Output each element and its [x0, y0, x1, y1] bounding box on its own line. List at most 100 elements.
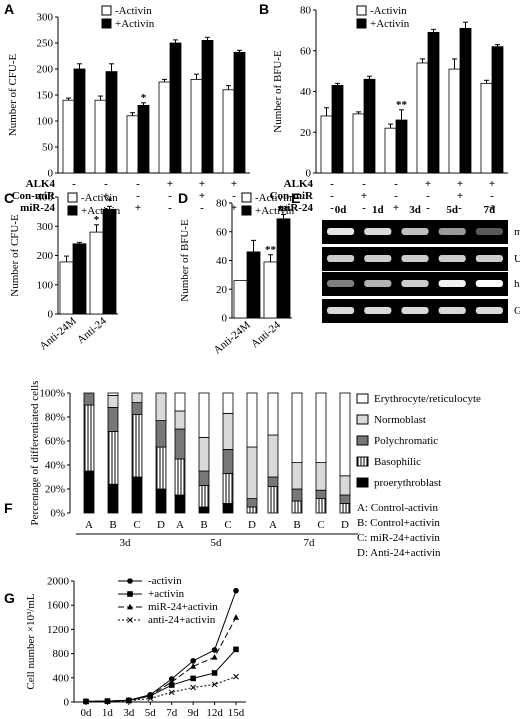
- stacked-segment: [246, 392, 258, 448]
- legend-entry: -activin: [148, 575, 182, 587]
- series-line: [85, 676, 237, 702]
- point: [211, 670, 218, 676]
- stacked-segment: [315, 489, 327, 500]
- legend-entry: -Activin: [81, 192, 118, 204]
- y-tick-label: 40%: [45, 460, 65, 472]
- row-label: miR-24: [20, 202, 55, 214]
- stacked-segment: [198, 392, 210, 438]
- gel-band: [401, 307, 429, 314]
- row-label: ALK4: [26, 178, 56, 190]
- x-tick-label: 5d: [145, 707, 157, 719]
- y-tick-label: 40: [300, 86, 312, 98]
- bar: [201, 40, 214, 174]
- bar: [105, 71, 118, 174]
- significance-mark: *: [141, 92, 147, 104]
- panel-label: D: [178, 190, 188, 206]
- bar: [480, 82, 493, 174]
- stacked-segment: [155, 392, 167, 422]
- x-tick-label: 3d: [123, 707, 135, 719]
- stacked-segment: [83, 392, 95, 406]
- bar: [384, 127, 397, 174]
- x-tick-label: 15d: [228, 707, 245, 719]
- stacked-segment: [155, 488, 167, 514]
- point: [211, 647, 218, 653]
- row-symbol: -: [200, 202, 204, 214]
- point: [233, 646, 239, 653]
- point: [211, 654, 218, 660]
- panel-label: G: [4, 590, 15, 606]
- y-tick-label: 60: [216, 226, 228, 238]
- stacked-segment: [222, 448, 234, 474]
- x-tick-label: Anti-24M: [212, 319, 254, 357]
- y-tick-label: 80%: [45, 412, 65, 424]
- x-tick-label: 12d: [206, 707, 223, 719]
- stacked-segment: [222, 472, 234, 504]
- row-symbol: -: [232, 190, 236, 202]
- stacked-segment: [267, 434, 279, 478]
- bar: [427, 32, 440, 174]
- row-symbol: +: [231, 178, 237, 190]
- row-symbol: +: [231, 202, 237, 214]
- stacked-segment: [174, 392, 186, 412]
- stacked-segment: [83, 470, 95, 514]
- stacked-segment: [315, 392, 327, 463]
- bar: [222, 89, 235, 174]
- x-tick-label: B: [109, 519, 116, 531]
- bar: [352, 113, 365, 174]
- row-symbol: +: [393, 202, 399, 214]
- x-tick-label: C: [224, 519, 231, 531]
- stacked-segment: [198, 484, 210, 508]
- x-tick-label: D: [157, 519, 165, 531]
- bar: [89, 231, 104, 315]
- legend-swatch: [241, 205, 252, 216]
- y-tick-label: 0: [48, 168, 54, 180]
- row-label: Con-miR: [270, 190, 314, 202]
- stacked-segment: [315, 462, 327, 491]
- stacked-segment: [155, 446, 167, 490]
- row-symbol: -: [330, 202, 334, 214]
- bar: [62, 99, 75, 174]
- x-tick-label: Anti-24: [75, 315, 109, 347]
- row-symbol: +: [457, 178, 463, 190]
- condition-key: D: Anti-24+activin: [357, 547, 441, 559]
- y-tick-label: 0: [64, 697, 70, 709]
- legend-entry: miR-24+activin: [148, 601, 218, 613]
- legend-swatch: [356, 414, 369, 425]
- stacked-segment: [198, 506, 210, 514]
- gel-band: [327, 280, 355, 287]
- point: [233, 673, 239, 680]
- row-symbol: -: [72, 178, 76, 190]
- bar: [276, 218, 291, 319]
- row-symbol: +: [425, 178, 431, 190]
- x-tick-label: Anti-24: [249, 319, 283, 351]
- x-tick-label: C: [317, 519, 324, 531]
- y-axis-title: Cell number ×10³/mL: [25, 593, 37, 690]
- point: [168, 678, 175, 685]
- legend-entry: Polychromatic: [374, 435, 438, 447]
- point: [127, 591, 133, 597]
- point: [211, 681, 218, 688]
- gel-band: [327, 228, 355, 235]
- bar: [94, 99, 107, 174]
- gel-band: [364, 255, 392, 262]
- point: [104, 698, 111, 705]
- lane-label: 1d: [372, 204, 384, 216]
- condition-key: C: miR-24+activin: [357, 532, 440, 544]
- lane-label: 3d: [409, 204, 421, 216]
- bar: [459, 27, 472, 174]
- legend-entry: Erythrocyte/reticulocyte: [374, 393, 481, 405]
- gel-band: [438, 280, 466, 287]
- y-tick-label: 1600: [47, 600, 70, 612]
- gel-row-label: miR-24: [514, 226, 520, 238]
- row-symbol: +: [135, 202, 141, 214]
- legend-swatch: [101, 5, 112, 16]
- panel-label: E: [291, 190, 300, 206]
- stacked-segment: [107, 394, 119, 408]
- y-tick-label: 40: [216, 255, 228, 267]
- stacked-segment: [222, 502, 234, 514]
- gel-band: [475, 228, 503, 235]
- y-tick-label: 80: [216, 198, 228, 210]
- row-symbol: -: [362, 178, 366, 190]
- y-tick-label: 20%: [45, 484, 65, 496]
